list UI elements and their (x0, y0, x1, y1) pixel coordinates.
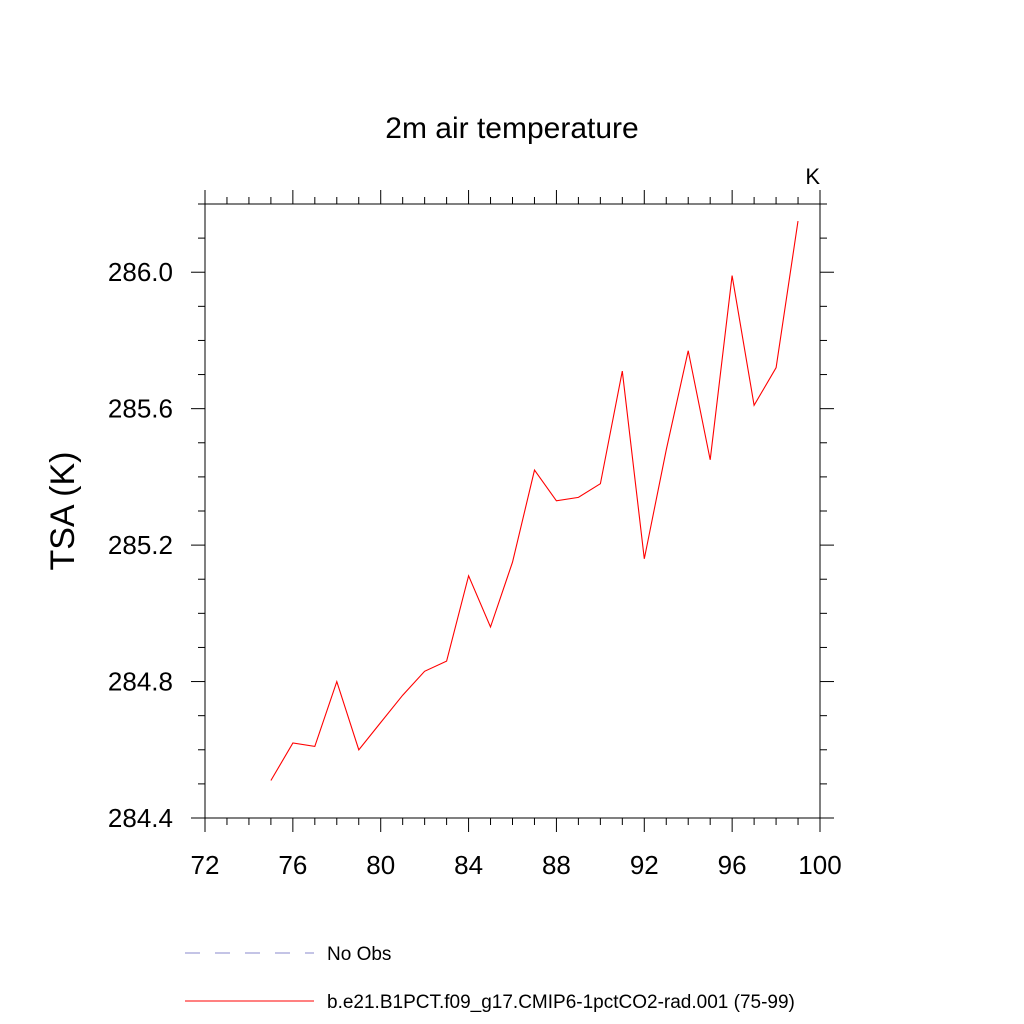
plot-frame (204, 203, 821, 819)
y-tick-label: 285.6 (108, 394, 173, 424)
x-tick-label: 80 (366, 850, 395, 880)
y-tick-label: 286.0 (108, 257, 173, 287)
x-tick-label: 84 (454, 850, 483, 880)
x-tick-label: 88 (542, 850, 571, 880)
y-tick-label: 285.2 (108, 530, 173, 560)
legend-label: b.e21.B1PCT.f09_g17.CMIP6-1pctCO2-rad.00… (327, 992, 795, 1013)
x-tick-label: 100 (798, 850, 841, 880)
tick-labels: 72 76 80 84 88 92 96 100 284.4 284.8 285.2 285.6 286… (108, 257, 842, 880)
x-tick-label: 76 (278, 850, 307, 880)
y-axis-label: TSA (K) (44, 451, 82, 570)
chart-title: 2m air temperature (385, 112, 638, 145)
y-tick-label: 284.4 (108, 803, 173, 833)
x-tick-label: 96 (718, 850, 747, 880)
legend-label: No Obs (327, 944, 391, 965)
x-tick-label: 92 (630, 850, 659, 880)
legend: No Obs b.e21.B1PCT.f09_g17.CMIP6-1pctCO2-… (185, 944, 795, 1013)
x-tick-label: 72 (191, 850, 220, 880)
series-layer (270, 221, 799, 781)
y-tick-label: 284.8 (108, 667, 173, 697)
axis-ticks (191, 190, 834, 832)
series-line (270, 221, 799, 781)
units-label: K (805, 164, 820, 189)
